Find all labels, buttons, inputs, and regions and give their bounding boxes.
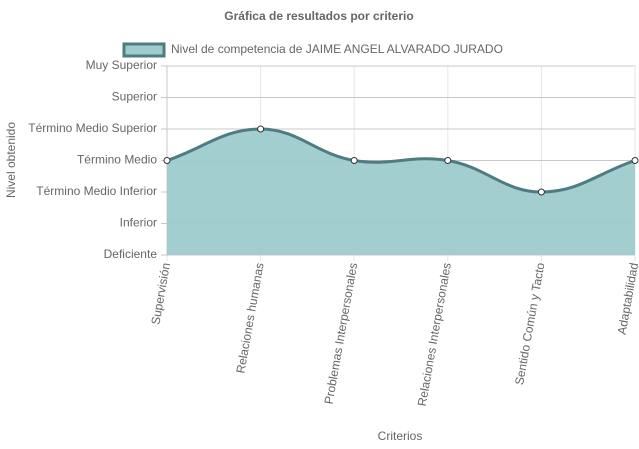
y-tick-label: Muy Superior [86,58,157,72]
chart-title: Gráfica de resultados por criterio [224,9,413,23]
point [257,125,265,133]
point [631,157,639,164]
point [537,188,545,196]
y-tick-label: Término Medio [77,153,157,167]
point [444,157,452,164]
y-axis-title: Nivel obtenido [4,122,18,198]
point [163,157,171,164]
y-tick-label: Término Medio Superior [28,121,157,135]
area-fill [167,129,635,255]
point [350,157,358,164]
x-tick-label: Sentido Común y Tacto [512,261,547,386]
x-axis-title: Criterios [378,429,423,443]
y-tick-label: Superior [112,90,157,104]
x-tick-label: Relaciones humanas [233,262,266,375]
y-tick-label: Deficiente [104,247,158,261]
x-tick-label: Supervisión [148,262,173,326]
x-tick-label: Adaptabilidad [615,262,639,336]
x-tick-label: Relaciones Interpersonales [415,262,454,408]
line [166,127,636,194]
y-tick-label: Término Medio Inferior [36,184,157,198]
x-tick-label: Problemas Interpersonales [322,262,361,406]
legend-label: Nivel de competencia de JAIME ANGEL ALVA… [171,42,503,56]
y-tick-label: Inferior [120,216,157,230]
legend-swatch [122,42,166,58]
